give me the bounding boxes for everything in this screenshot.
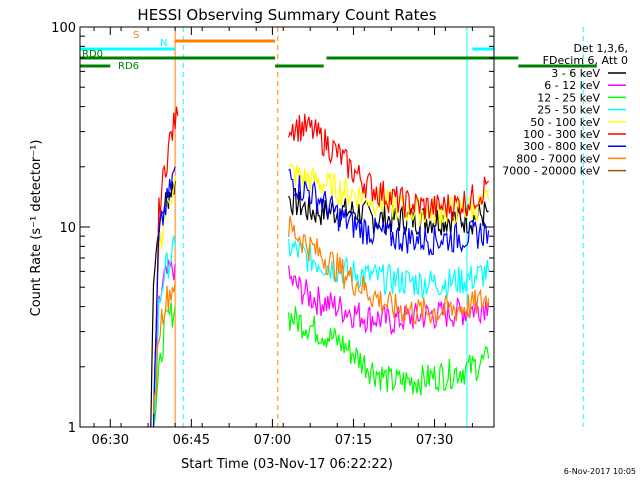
legend-label-6: 300 - 800 keV xyxy=(523,140,600,153)
series-6-line-1 xyxy=(288,168,490,256)
legend-label-0: 3 - 6 keV xyxy=(551,67,600,80)
y-tick-label-0: 1 xyxy=(68,421,76,436)
legend-label-4: 50 - 100 keV xyxy=(530,116,600,129)
x-tick-label-2: 07:00 xyxy=(254,433,291,448)
series-group xyxy=(150,106,490,428)
flag-n-label: N xyxy=(160,38,167,49)
footer-date: 6-Nov-2017 10:05 xyxy=(564,467,636,476)
vertical-markers xyxy=(174,27,584,427)
x-axis-label: Start Time (03-Nov-17 06:22:22) xyxy=(181,457,393,472)
flag-rd6-label: RD6 xyxy=(118,61,139,72)
y-tick-label-2: 100 xyxy=(51,21,76,36)
y-axis-label: Count Rate (s⁻¹ detector⁻¹) xyxy=(29,140,44,317)
y-axis: 1 10 100 xyxy=(51,21,494,436)
series-0-line-0 xyxy=(150,180,176,428)
legend-header-line-2: FDecim 6, Att 0 xyxy=(543,54,628,67)
flag-rd0-label: RD0 xyxy=(82,49,103,60)
flag-s-label: S xyxy=(133,30,139,41)
series-7-line-0 xyxy=(152,282,176,414)
flag-bars: S N RD0 RD6 xyxy=(80,30,597,72)
legend-label-7: 800 - 7000 keV xyxy=(516,152,600,165)
legend-label-2: 12 - 25 keV xyxy=(537,91,600,104)
x-tick-label-4: 07:30 xyxy=(416,433,453,448)
x-tick-label-1: 06:45 xyxy=(173,433,210,448)
series-3-line-1 xyxy=(288,238,490,299)
series-5-line-1 xyxy=(288,113,490,222)
legend-label-1: 6 - 12 keV xyxy=(544,79,600,92)
x-tick-label-0: 06:30 xyxy=(92,433,129,448)
chart-title: HESSI Observing Summary Count Rates xyxy=(137,6,436,24)
legend-header-line-1: Det 1,3,6, xyxy=(573,42,628,55)
series-6-line-0 xyxy=(152,166,176,428)
series-7-line-1 xyxy=(288,215,490,326)
x-tick-label-3: 07:15 xyxy=(335,433,372,448)
legend-label-8: 7000 - 20000 keV xyxy=(502,165,600,178)
legend-label-5: 100 - 300 keV xyxy=(523,128,600,141)
legend-label-3: 25 - 50 keV xyxy=(537,104,600,117)
series-2-line-1 xyxy=(288,306,490,396)
x-axis: 06:30 06:45 07:00 07:15 07:30 xyxy=(92,27,473,448)
y-tick-label-1: 10 xyxy=(59,221,76,236)
